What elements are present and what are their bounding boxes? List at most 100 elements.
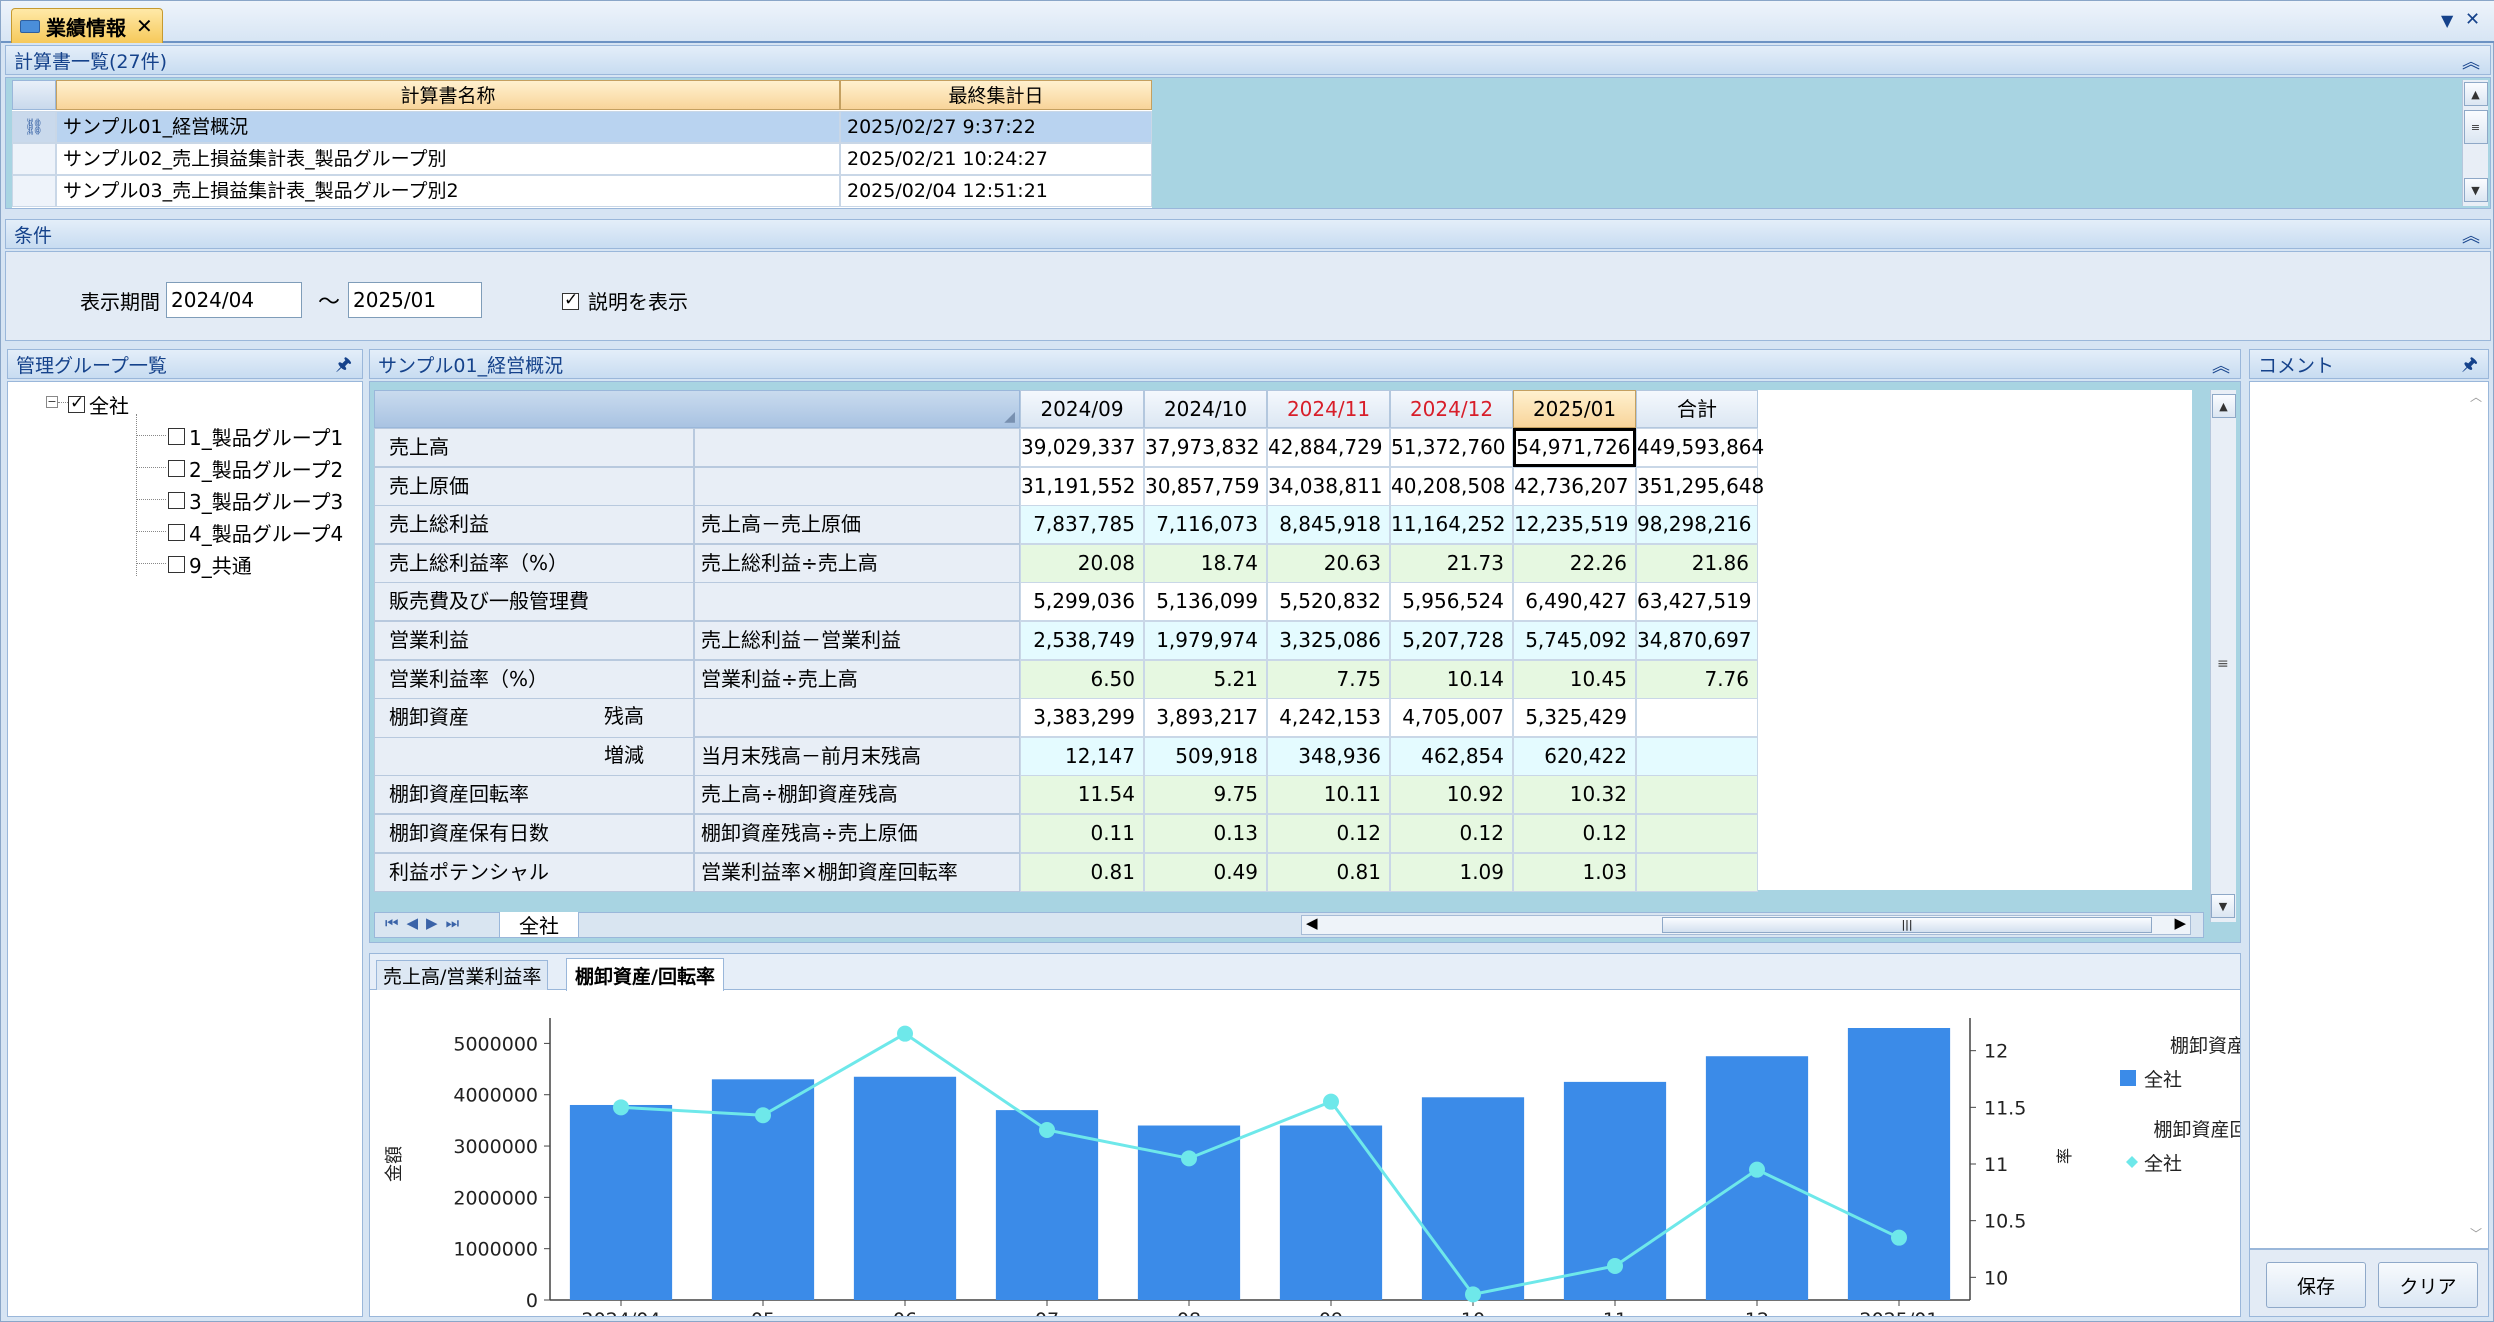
report-cell[interactable]: 10.32 (1513, 775, 1636, 815)
report-column-header[interactable]: 2024/09 (1020, 390, 1144, 428)
report-hscrollbar[interactable]: ◀ ||| ▶ (1301, 914, 2191, 935)
report-cell[interactable]: 3,893,217 (1144, 698, 1267, 738)
report-cell[interactable]: 22.26 (1513, 543, 1636, 583)
report-cell[interactable] (1636, 698, 1758, 738)
tree-collapse-icon[interactable]: − (46, 395, 58, 408)
report-cell[interactable]: 5.21 (1144, 659, 1267, 699)
calc-row-name[interactable]: サンプル02_売上損益集計表_製品グループ別 (56, 143, 840, 175)
report-cell[interactable]: 5,299,036 (1020, 582, 1144, 622)
period-to-input[interactable]: 2025/01 (348, 282, 482, 318)
scroll-thumb[interactable]: ≡ (2463, 110, 2488, 144)
tree-checkbox[interactable] (168, 556, 185, 573)
collapse-calc-list-icon[interactable]: ︽ (2462, 52, 2480, 73)
tree-item-group[interactable]: 3_製品グループ3 (168, 486, 343, 515)
report-cell[interactable]: 8,845,918 (1267, 505, 1390, 545)
report-cell[interactable]: 98,298,216 (1636, 505, 1758, 545)
report-cell[interactable]: 39,029,337 (1020, 428, 1144, 467)
report-cell[interactable]: 18.74 (1144, 543, 1267, 583)
report-cell[interactable]: 9.75 (1144, 775, 1267, 815)
report-cell[interactable]: 11.54 (1020, 775, 1144, 815)
row-selector[interactable] (12, 175, 56, 207)
report-cell[interactable]: 20.63 (1267, 543, 1390, 583)
tab-business-info[interactable]: 業績情報 ✕ (11, 8, 163, 43)
scroll-up-icon[interactable]: ▲ (2463, 82, 2488, 106)
report-scroll-up-icon[interactable]: ▲ (2211, 394, 2236, 418)
tree-item-group[interactable]: 2_製品グループ2 (168, 454, 343, 483)
report-cell[interactable]: 42,884,729 (1267, 428, 1390, 467)
report-cell[interactable]: 12,147 (1020, 736, 1144, 776)
report-cell[interactable]: 351,295,648 (1636, 466, 1764, 506)
report-cell-selected[interactable]: 54,971,726 (1513, 428, 1636, 467)
report-cell[interactable]: 462,854 (1390, 736, 1513, 776)
tree-item-group[interactable]: 1_製品グループ1 (168, 422, 343, 451)
tree-checkbox[interactable] (168, 492, 185, 509)
report-cell[interactable]: 3,325,086 (1267, 621, 1390, 660)
scroll-down-icon[interactable]: ▼ (2463, 178, 2488, 202)
tree-checkbox[interactable] (168, 524, 185, 541)
report-cell[interactable]: 21.73 (1390, 543, 1513, 583)
report-cell[interactable]: 21.86 (1636, 543, 1758, 583)
report-cell[interactable]: 4,705,007 (1390, 698, 1513, 738)
tree-item-group[interactable]: 4_製品グループ4 (168, 518, 343, 547)
hscroll-thumb[interactable]: ||| (1662, 917, 2152, 933)
report-cell[interactable]: 5,207,728 (1390, 621, 1513, 660)
report-cell[interactable]: 10.92 (1390, 775, 1513, 815)
period-from-input[interactable]: 2024/04 (166, 282, 302, 318)
report-cell[interactable]: 0.49 (1144, 852, 1267, 892)
collapse-conditions-icon[interactable]: ︽ (2462, 226, 2480, 247)
tree-item-root[interactable]: 全社 (68, 390, 129, 419)
current-row-icon[interactable]: ⛓ (12, 111, 56, 143)
close-window-icon[interactable]: ✕ (2465, 9, 2481, 30)
calc-row-name[interactable]: サンプル01_経営概況 (56, 111, 840, 143)
report-cell[interactable]: 40,208,508 (1390, 466, 1513, 506)
report-scroll-grip[interactable]: ≡ (2217, 656, 2229, 672)
report-cell[interactable] (1636, 814, 1758, 853)
report-column-header[interactable]: 2025/01 (1513, 390, 1636, 428)
report-column-header[interactable]: 合計 (1636, 390, 1758, 428)
report-cell[interactable]: 37,973,832 (1144, 428, 1267, 467)
hscroll-right-icon[interactable]: ▶ (2174, 914, 2186, 932)
report-cell[interactable]: 6.50 (1020, 659, 1144, 699)
tree-checkbox-root[interactable] (68, 393, 85, 413)
report-cell[interactable]: 6,490,427 (1513, 582, 1636, 622)
calc-list-scrollbar[interactable]: ▲ ≡ ▼ (2462, 80, 2488, 206)
sheet-nav-icons[interactable]: ⏮◀▶⏭ (385, 914, 468, 932)
report-cell[interactable]: 0.81 (1267, 852, 1390, 892)
report-cell[interactable]: 11,164,252 (1390, 505, 1513, 545)
report-cell[interactable]: 1.09 (1390, 852, 1513, 892)
report-cell[interactable]: 5,520,832 (1267, 582, 1390, 622)
report-cell[interactable]: 10.11 (1267, 775, 1390, 815)
calc-row-date[interactable]: 2025/02/04 12:51:21 (840, 175, 1152, 207)
report-column-header[interactable]: 2024/11 (1267, 390, 1390, 428)
report-cell[interactable]: 10.14 (1390, 659, 1513, 699)
row-selector[interactable] (12, 143, 56, 175)
report-cell[interactable] (1636, 852, 1758, 892)
report-scroll-down-icon[interactable]: ▼ (2211, 894, 2235, 918)
report-column-header[interactable]: 2024/12 (1390, 390, 1513, 428)
report-cell[interactable]: 7,837,785 (1020, 505, 1144, 545)
report-cell[interactable]: 1,979,974 (1144, 621, 1267, 660)
sheet-tab-all[interactable]: 全社 (499, 912, 579, 938)
report-cell[interactable]: 0.12 (1390, 814, 1513, 853)
calc-row-name[interactable]: サンプル03_売上損益集計表_製品グループ別2 (56, 175, 840, 207)
hscroll-left-icon[interactable]: ◀ (1306, 914, 1318, 932)
report-cell[interactable]: 4,242,153 (1267, 698, 1390, 738)
report-cell[interactable]: 42,736,207 (1513, 466, 1636, 506)
save-button[interactable]: 保存 (2266, 1262, 2366, 1308)
column-header-date[interactable]: 最終集計日 (840, 80, 1152, 110)
chart-tab-inventory[interactable]: 棚卸資産/回転率 (566, 958, 724, 991)
report-cell[interactable]: 7.75 (1267, 659, 1390, 699)
pin-group-list-icon[interactable]: 🖈 (335, 354, 352, 375)
pin-comment-icon[interactable]: 🖈 (2461, 354, 2478, 375)
report-cell[interactable]: 0.12 (1513, 814, 1636, 853)
report-cell[interactable]: 7,116,073 (1144, 505, 1267, 545)
report-cell[interactable]: 348,936 (1267, 736, 1390, 776)
close-tab-icon[interactable]: ✕ (136, 14, 153, 38)
report-cell[interactable]: 51,372,760 (1390, 428, 1513, 467)
comment-textarea[interactable]: ︿ ﹀ (2249, 381, 2489, 1249)
calc-row-date[interactable]: 2025/02/21 10:24:27 (840, 143, 1152, 175)
report-cell[interactable]: 0.81 (1020, 852, 1144, 892)
row-selector-header[interactable] (12, 80, 56, 110)
tab-menu-dropdown-icon[interactable]: ▼ (2441, 11, 2454, 30)
tree-item-group[interactable]: 9_共通 (168, 550, 252, 579)
